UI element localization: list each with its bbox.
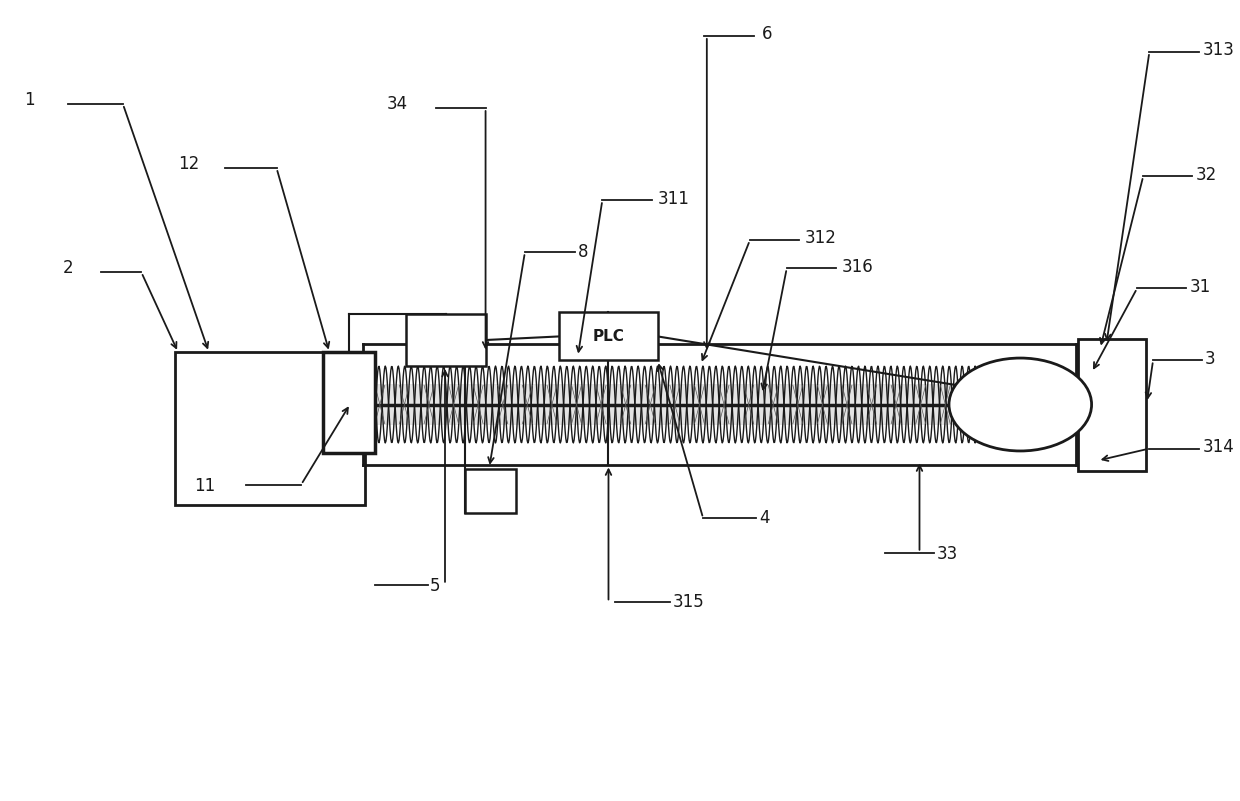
Text: 12: 12 (177, 155, 200, 173)
Text: 5: 5 (430, 578, 440, 595)
Text: 32: 32 (1197, 166, 1218, 183)
Text: 11: 11 (193, 477, 215, 495)
Text: 31: 31 (1190, 278, 1211, 296)
Bar (1078, 339, 1146, 471)
Bar (324, 352, 374, 453)
Text: 316: 316 (842, 258, 874, 276)
Text: PLC: PLC (593, 329, 625, 344)
Text: 4: 4 (760, 509, 770, 527)
Text: 34: 34 (387, 95, 408, 113)
Bar (465, 469, 516, 513)
Bar (175, 352, 365, 505)
Text: 311: 311 (657, 190, 689, 207)
Text: 8: 8 (578, 244, 588, 261)
Text: 2: 2 (63, 260, 73, 277)
Text: 312: 312 (805, 229, 837, 247)
Text: 315: 315 (672, 594, 704, 611)
Bar (362, 384, 1075, 425)
Bar (324, 352, 374, 453)
Text: 1: 1 (24, 91, 35, 109)
Text: 6: 6 (763, 25, 773, 42)
Text: 33: 33 (936, 545, 959, 563)
Bar (325, 353, 373, 452)
Text: 313: 313 (1203, 42, 1234, 59)
Bar (405, 314, 486, 366)
Bar (559, 312, 657, 360)
Circle shape (949, 358, 1091, 451)
Text: 314: 314 (1203, 438, 1234, 456)
Text: 3: 3 (1205, 350, 1215, 368)
